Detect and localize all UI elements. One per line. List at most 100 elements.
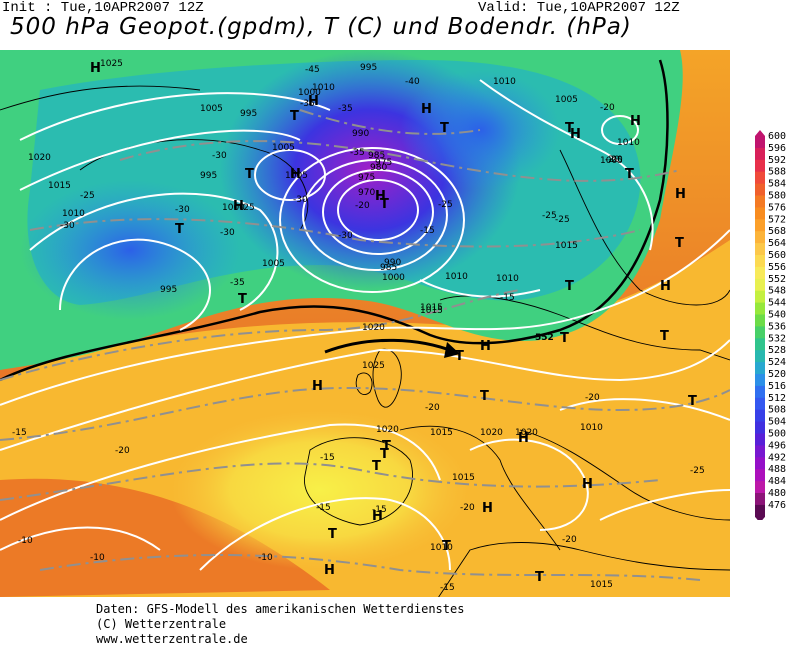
legend-level-label: 496 — [768, 440, 786, 451]
high-pressure-marker: H — [90, 61, 101, 76]
legend-level-label: 556 — [768, 262, 786, 273]
isobar-label: 1020 — [376, 425, 399, 435]
isobar-label: 1015 — [452, 473, 475, 483]
isotherms — [0, 109, 730, 581]
legend-level-label: 524 — [768, 357, 786, 368]
isobar-label: 1005 — [272, 143, 295, 153]
high-pressure-marker: H — [630, 114, 641, 129]
isotherm-label: -30 — [60, 221, 75, 231]
isobar-label: 995 — [240, 109, 257, 119]
legend-level-label: 480 — [768, 488, 786, 499]
frontal-arrow — [324, 338, 460, 358]
isotherm-label: -15 — [320, 453, 335, 463]
high-pressure-marker: H — [372, 509, 383, 524]
legend-level-label: 528 — [768, 345, 786, 356]
init-time-label: Init : Tue,10APR2007 12Z — [2, 0, 204, 16]
legend-level-label: 516 — [768, 381, 786, 392]
isobar-label: 1005 — [285, 171, 308, 181]
isobar-label: 1015 — [590, 580, 613, 590]
isobar-label: 1010 — [62, 209, 85, 219]
legend-level-label: 572 — [768, 214, 786, 225]
legend-level-label: 520 — [768, 369, 786, 380]
legend-bottom-arrow — [755, 516, 765, 520]
high-pressure-marker: H — [660, 279, 671, 294]
legend-level-label: 508 — [768, 405, 786, 416]
valid-time-label: Valid: Tue,10APR2007 12Z — [478, 0, 680, 16]
low-pressure-marker: T — [440, 121, 449, 136]
isobar-label: 975 — [375, 158, 392, 168]
isobar-label: 990 — [352, 129, 369, 139]
isobar-label: 1000 — [382, 273, 405, 283]
isotherm-label: -30 — [338, 231, 353, 241]
isobar-label: 1010 — [617, 138, 640, 148]
high-pressure-marker: H — [233, 199, 244, 214]
legend-level-label: 532 — [768, 333, 786, 344]
legend-level-label: 592 — [768, 155, 786, 166]
isobar-label: 1015 — [430, 428, 453, 438]
low-pressure-marker: T — [535, 570, 544, 585]
contour-552-label: 552 — [535, 333, 554, 343]
isotherm-label: -15 — [372, 505, 387, 515]
isobar-label: 995 — [360, 63, 377, 73]
legend-swatch — [755, 255, 765, 268]
legend-swatch — [755, 231, 765, 244]
isobar-label: 985 — [368, 151, 385, 161]
legend-level-label: 576 — [768, 202, 786, 213]
isotherm-label: -20 — [355, 201, 370, 211]
legend-level-label: 560 — [768, 250, 786, 261]
isobar-label: 1010 — [493, 77, 516, 87]
isobar-label: 1025 — [362, 361, 385, 371]
isotherm-label: -25 — [690, 466, 705, 476]
credits: Daten: GFS-Modell des amerikanischen Wet… — [96, 602, 464, 647]
isobar-label: 1000 — [222, 203, 245, 213]
legend-swatch — [755, 362, 765, 375]
legend-swatch — [755, 302, 765, 315]
low-pressure-marker: T — [175, 222, 184, 237]
azores-ridge — [170, 410, 470, 570]
legend-level-label: 584 — [768, 179, 786, 190]
legend-swatch — [755, 350, 765, 363]
legend-swatch — [755, 266, 765, 280]
isobar-label: 1010 — [430, 543, 453, 553]
isobar-label: 1010 — [496, 274, 519, 284]
high-pressure-marker: H — [482, 501, 493, 516]
legend-level-label: 504 — [768, 417, 786, 428]
legend-level-label: 596 — [768, 143, 786, 154]
low-pressure-marker: T — [675, 236, 684, 251]
legend-level-label: 548 — [768, 286, 786, 297]
high-pressure-marker: H — [375, 189, 386, 204]
legend-level-label: 544 — [768, 298, 786, 309]
isobar-label: 1015 — [48, 181, 71, 191]
isobar-label: 1005 — [200, 104, 223, 114]
legend-swatch — [755, 469, 765, 482]
high-pressure-marker: H — [518, 431, 529, 446]
legend-swatch — [755, 278, 765, 292]
isotherm-label: -40 — [405, 77, 420, 87]
legend-swatch — [755, 147, 765, 161]
legend-level-label: 536 — [768, 321, 786, 332]
isotherm-label: -25 — [542, 211, 557, 221]
color-legend: 6005965925885845805765725685645605565525… — [755, 130, 786, 520]
map-title: 500 hPa Geopot.(gpdm), T (C) und Bodendr… — [10, 14, 632, 40]
low-pressure-marker: T — [625, 167, 634, 182]
low-pressure-marker: T — [565, 121, 574, 136]
isotherm-label: -20 — [585, 393, 600, 403]
legend-level-label: 484 — [768, 476, 786, 487]
isotherm-label: -25 — [240, 203, 255, 213]
isotherm-label: -30 — [175, 205, 190, 215]
low-pressure-marker: T — [442, 539, 451, 554]
isobars — [0, 79, 730, 571]
high-pressure-marker: H — [675, 187, 686, 202]
data-source-line: Daten: GFS-Modell des amerikanischen Wet… — [96, 602, 465, 616]
orange-south — [0, 478, 330, 597]
isobar-label: 1015 — [420, 306, 443, 316]
legend-swatch — [755, 171, 765, 184]
isobar-label: 1005 — [555, 95, 578, 105]
isobar-label: 985 — [380, 263, 397, 273]
legend-level-label: 552 — [768, 274, 786, 285]
low-pressure-marker: T — [688, 394, 697, 409]
legend-swatch — [755, 445, 765, 458]
legend-swatch — [755, 433, 765, 446]
isobar-label: 1025 — [100, 59, 123, 69]
low-pressure-marker: T — [328, 527, 337, 542]
